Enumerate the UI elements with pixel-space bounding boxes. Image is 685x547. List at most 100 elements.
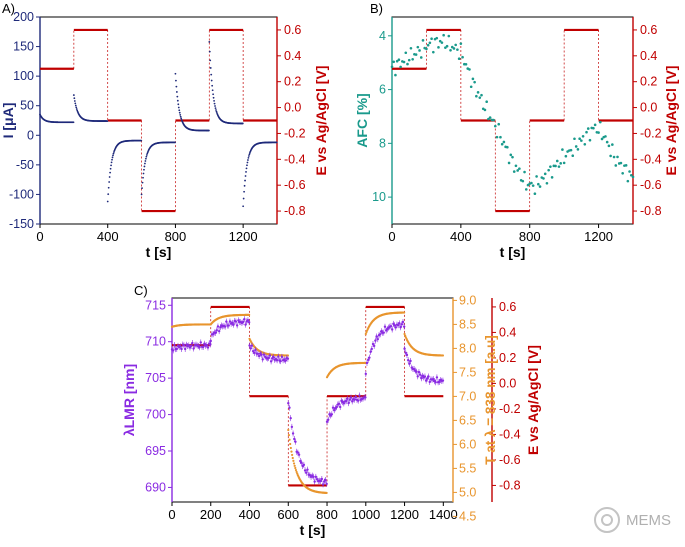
afc-point: [414, 53, 418, 56]
potential-axis-label: E vs Ag/AgCl [V]: [313, 66, 329, 176]
current-point: [245, 167, 248, 170]
lambda-point: [396, 323, 400, 327]
panel-label: C): [134, 283, 148, 298]
lambda-point: [349, 396, 353, 399]
lambda-point: [330, 413, 334, 416]
x-tick-label: 800: [519, 229, 541, 244]
transmission-tick-label: 8.5: [459, 317, 476, 331]
afc-point: [469, 85, 473, 89]
transmission-tick-label: 9.0: [459, 293, 476, 307]
lambda-point: [293, 437, 296, 441]
current-point: [109, 171, 112, 174]
current-point: [180, 117, 183, 120]
afc-point: [430, 37, 433, 41]
current-point: [174, 141, 176, 144]
current-point: [108, 176, 111, 178]
transmission-point: [403, 311, 406, 314]
x-tick-label: 1400: [429, 507, 458, 522]
lambda-point: [364, 372, 367, 376]
afc-point: [537, 182, 540, 186]
transmission-point: [291, 453, 294, 457]
lambda-point: [415, 370, 418, 373]
current-point: [246, 161, 249, 164]
lambda-point: [206, 346, 210, 349]
lambda-point: [215, 329, 218, 332]
current-point: [174, 72, 177, 75]
lambda-point: [171, 349, 175, 352]
lambda-point: [227, 324, 230, 327]
lambda-point: [275, 359, 279, 362]
lambda-point: [182, 344, 186, 347]
current-point: [213, 102, 216, 105]
potential-tick-label: -0.6: [284, 178, 306, 192]
watermark-text: MEMS: [626, 511, 671, 529]
y-axis-label: I [μA]: [0, 103, 16, 139]
lambda-point: [305, 471, 308, 474]
lambda-point: [297, 453, 301, 456]
afc-point: [506, 145, 509, 149]
potential-tick-label: 0.2: [640, 75, 657, 89]
lambda-point: [205, 343, 208, 347]
y-tick-label: 705: [145, 371, 166, 385]
afc-point: [411, 57, 414, 61]
afc-point: [585, 130, 588, 134]
lambda-point: [269, 360, 273, 363]
transmission-point: [364, 332, 367, 336]
afc-point: [542, 177, 545, 180]
x-tick-label: 1200: [390, 507, 419, 522]
afc-point: [523, 170, 526, 174]
current-point: [109, 167, 112, 170]
lambda-point: [214, 331, 217, 335]
current-point: [209, 67, 212, 69]
lambda-point: [404, 351, 407, 355]
x-tick-label: 1200: [584, 229, 613, 244]
lambda-point: [376, 337, 379, 341]
afc-point: [442, 33, 445, 37]
lambda-point: [254, 348, 257, 351]
afc-point: [459, 42, 463, 45]
current-point: [241, 122, 244, 125]
transmission-point: [295, 470, 298, 474]
current-point: [140, 139, 143, 142]
potential-tick-label: 0.0: [499, 376, 516, 390]
lambda-point: [403, 347, 406, 350]
current-point: [214, 105, 216, 107]
x-tick-label: 400: [97, 229, 119, 244]
potential-axis-label: E vs Ag/AgCl [V]: [663, 66, 679, 176]
afc-point: [586, 127, 590, 130]
y-tick-label: 715: [145, 298, 166, 312]
current-point: [246, 164, 248, 167]
potential-tick-label: -0.6: [499, 453, 521, 467]
current-point: [214, 107, 217, 110]
current-point: [176, 99, 179, 102]
current-point: [248, 153, 251, 156]
afc-point: [549, 165, 552, 168]
x-axis-label: t [s]: [146, 244, 172, 260]
afc-point: [449, 48, 452, 52]
plot-frame: [391, 16, 634, 225]
y-tick-label: 200: [13, 10, 34, 24]
y-tick-label: -50: [16, 158, 34, 172]
afc-point: [493, 124, 497, 128]
afc-point: [526, 183, 530, 187]
current-point: [245, 171, 247, 173]
watermark: MEMS: [594, 507, 671, 533]
current-point: [211, 84, 214, 87]
transmission-tick-label: 5.5: [459, 461, 476, 475]
lambda-point: [198, 346, 201, 349]
transmission-point: [289, 442, 292, 446]
afc-point: [426, 43, 430, 47]
afc-point: [437, 46, 440, 49]
current-point: [178, 111, 181, 114]
transmission-tick-label: 5.0: [459, 485, 476, 499]
current-point: [143, 165, 146, 168]
afc-point: [407, 58, 411, 62]
afc-point: [614, 164, 618, 167]
afc-point: [600, 137, 604, 141]
y-axis-label: AFC [%]: [354, 93, 370, 147]
potential-tick-label: -0.4: [499, 427, 521, 441]
afc-point: [530, 181, 533, 185]
transmission-tick-label: 4.5: [459, 509, 476, 523]
lambda-point: [375, 335, 378, 338]
